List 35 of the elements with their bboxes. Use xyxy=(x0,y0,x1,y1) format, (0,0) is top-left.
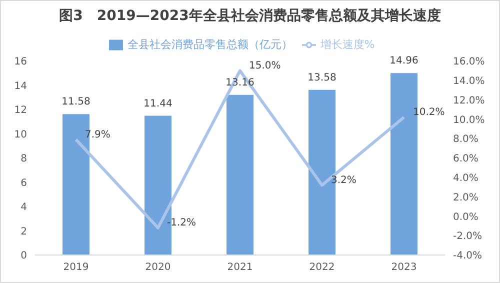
x-tick-label: 2021 xyxy=(227,262,253,274)
x-tick-label: 2020 xyxy=(145,262,171,274)
y-tick-label: 12 xyxy=(14,105,27,116)
x-tick-label: 2023 xyxy=(391,262,417,274)
chart-title: 图3 2019—2023年全县社会消费品零售总额及其增长速度 xyxy=(58,7,442,26)
y-tick-label: 16 xyxy=(14,56,27,68)
y2-tick-label: 2.0% xyxy=(453,192,478,204)
data-label: 13.16 xyxy=(226,77,254,88)
data-label: 13.58 xyxy=(308,72,336,84)
data-label: 14.96 xyxy=(390,56,418,67)
y2-tick-label: 8.0% xyxy=(453,134,478,146)
y2-tick-label: -2.0% xyxy=(453,231,482,242)
y2-tick-label: 16.0% xyxy=(453,56,485,68)
legend-label: 增长速度% xyxy=(320,38,375,51)
y2-tick-label: 6.0% xyxy=(453,154,478,165)
y2-tick-label: -4.0% xyxy=(453,250,482,262)
bar xyxy=(226,94,254,255)
y-tick-label: 4 xyxy=(20,202,27,214)
y2-tick-label: 10.0% xyxy=(453,114,485,126)
y-tick-label: 6 xyxy=(20,178,27,189)
y2-tick-label: 0.0% xyxy=(453,212,478,223)
data-label: 11.58 xyxy=(62,96,90,108)
legend-label: 全县社会消费品零售总额（亿元） xyxy=(127,38,292,51)
y-tick-label: 2 xyxy=(20,226,27,238)
y-tick-label: 10 xyxy=(14,129,27,140)
data-label: 11.44 xyxy=(144,98,172,110)
data-label: 15.0% xyxy=(249,60,281,72)
x-tick-label: 2019 xyxy=(63,262,89,274)
y2-tick-label: 4.0% xyxy=(453,172,478,184)
y-tick-label: 14 xyxy=(14,80,27,92)
y-tick-label: 8 xyxy=(20,154,27,165)
y2-tick-label: 14.0% xyxy=(453,76,485,87)
x-tick-label: 2022 xyxy=(309,262,335,274)
y-tick-label: 0 xyxy=(20,250,27,262)
y2-tick-label: 12.0% xyxy=(453,95,485,106)
